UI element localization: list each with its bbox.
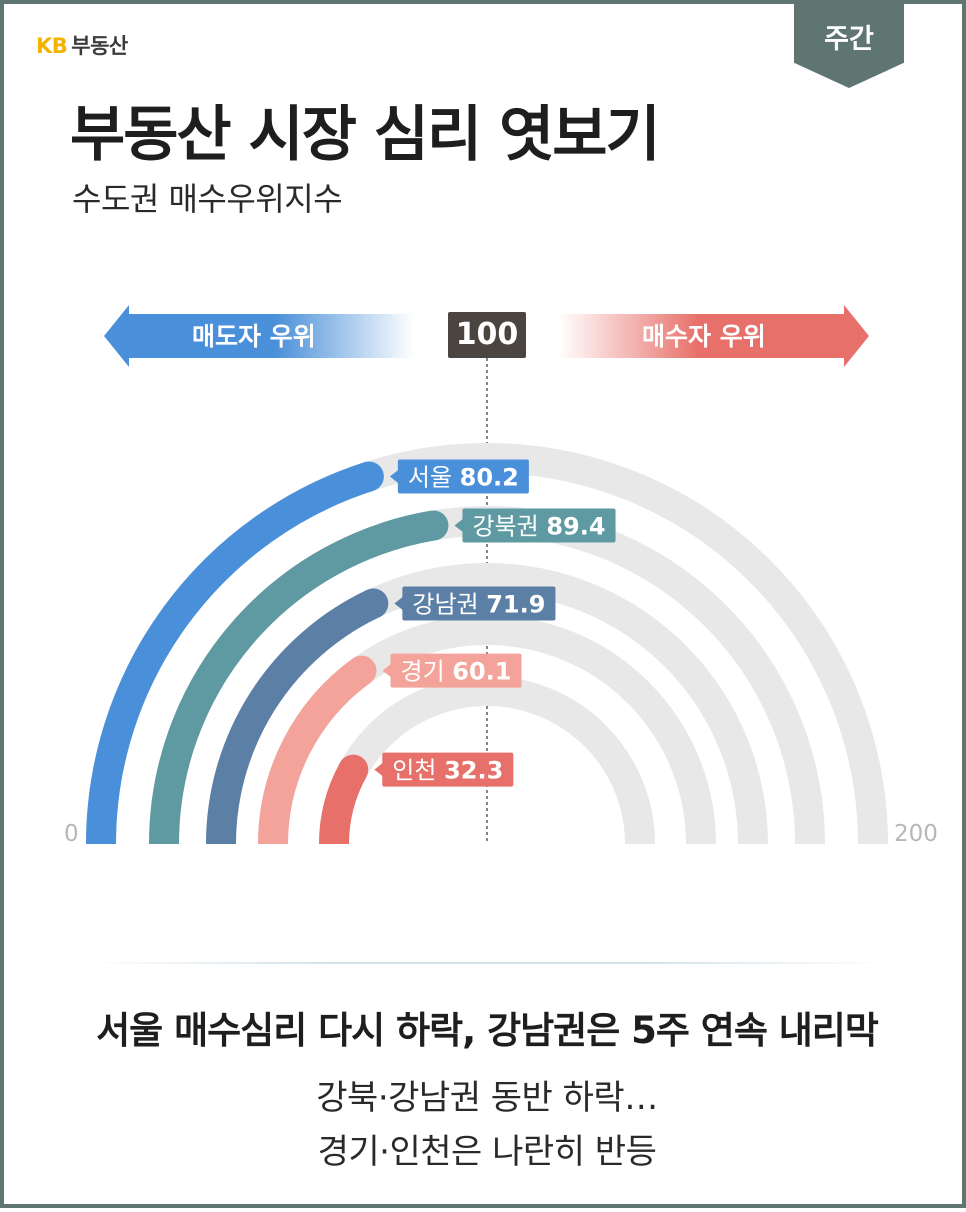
series-value-2: 89.4 [546, 512, 605, 540]
value-label-text-5: 인천 32.3 [392, 757, 503, 785]
value-label-pointer-5 [374, 762, 384, 777]
page-subtitle: 수도권 매수우위지수 [72, 180, 343, 218]
axis-max-label: 200 [894, 821, 938, 847]
value-label-pointer-2 [454, 518, 464, 533]
headline: 서울 매수심리 다시 하락, 강남권은 5주 연속 내리막 [96, 1009, 879, 1052]
brand-logo: KB 부동산 [36, 30, 128, 60]
buy-arrow [559, 305, 869, 367]
value-label-2: 강북권 89.4 [454, 508, 616, 543]
series-value-4: 60.1 [452, 658, 511, 686]
value-label-5: 인천 32.3 [374, 752, 514, 787]
value-label-text-3: 강남권 71.9 [412, 590, 545, 618]
series-value-3: 71.9 [486, 590, 545, 618]
bar-cap-3 [358, 588, 389, 619]
value-label-text-1: 서울 80.2 [408, 464, 519, 492]
bar-cap-1 [353, 461, 384, 492]
label-group: 서울 80.2 강북권 89.4 강남권 71.9 경기 60.1 인천 32.3 [374, 459, 616, 787]
bar-4 [258, 658, 371, 845]
series-name-3: 강남권 [412, 590, 486, 618]
bar-3 [206, 589, 380, 845]
sell-side-label: 매도자 우위 [192, 322, 316, 351]
value-label-bg-2 [462, 508, 616, 543]
value-label-4: 경기 60.1 [382, 653, 522, 688]
bar-1 [86, 462, 374, 845]
chart-svg: 서울 80.2 강북권 89.4 강남권 71.9 경기 60.1 인천 32.3 [86, 305, 888, 845]
series-name-4: 경기 [400, 658, 452, 686]
value-label-bg-3 [402, 586, 556, 621]
value-label-3: 강남권 71.9 [394, 586, 556, 621]
value-label-bg-4 [390, 653, 522, 688]
legend-arrows [104, 305, 869, 367]
value-label-bg-1 [397, 459, 529, 494]
value-label-1: 서울 80.2 [389, 459, 529, 494]
body-line-2: 경기·인천은 나란히 반등 [317, 1132, 657, 1172]
bar-group [86, 461, 449, 845]
bar-cap-4 [346, 655, 377, 686]
reference-value-box: 100 [448, 312, 526, 358]
value-label-pointer-1 [389, 469, 399, 484]
series-name-1: 서울 [408, 464, 460, 492]
page-title: 부동산 시장 심리 엿보기 [70, 100, 661, 170]
value-label-pointer-3 [394, 596, 404, 611]
bar-cap-5 [338, 754, 369, 785]
brand-name: 부동산 [71, 34, 128, 58]
value-label-pointer-4 [382, 663, 392, 678]
buy-side-label: 매수자 우위 [642, 322, 766, 351]
bar-2 [149, 510, 436, 845]
axis-min-label: 0 [64, 821, 79, 847]
bar-cap-2 [418, 510, 449, 541]
value-label-bg-5 [382, 752, 514, 787]
series-name-5: 인천 [392, 757, 444, 785]
value-label-text-4: 경기 60.1 [400, 658, 511, 686]
section-divider [84, 962, 890, 964]
series-value-1: 80.2 [460, 464, 519, 492]
series-value-5: 32.3 [444, 757, 503, 785]
value-label-text-2: 강북권 89.4 [472, 512, 605, 540]
body-line-1: 강북·강남권 동반 하락… [316, 1078, 658, 1118]
series-name-2: 강북권 [472, 512, 546, 540]
sell-arrow [104, 305, 414, 367]
brand-kb: KB [36, 34, 68, 58]
